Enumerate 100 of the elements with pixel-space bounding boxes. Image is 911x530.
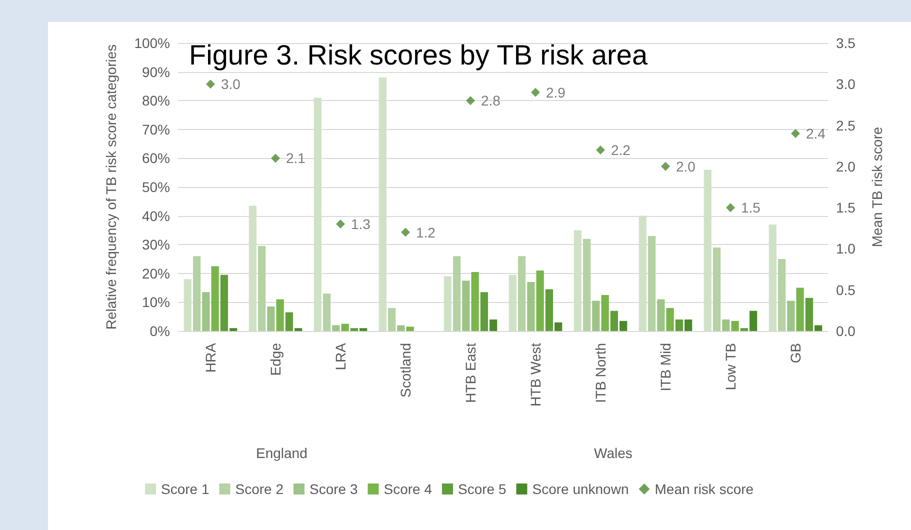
y-tick-label: 0%	[150, 323, 170, 339]
bar	[638, 216, 646, 331]
text: Wales	[594, 445, 632, 461]
bar	[574, 230, 582, 331]
point	[791, 129, 800, 138]
bar	[184, 279, 192, 331]
bar	[248, 206, 256, 331]
bar	[601, 295, 609, 331]
bar	[787, 300, 795, 331]
data-label: 2.1	[286, 150, 306, 166]
bar	[406, 326, 414, 331]
bar	[508, 274, 516, 331]
bar	[294, 328, 302, 331]
bar	[378, 78, 386, 331]
chart-title: Figure 3. Risk scores by TB risk area	[189, 40, 648, 70]
bar	[536, 270, 544, 331]
bar	[341, 324, 349, 331]
y-tick-label: 20%	[142, 265, 170, 282]
bar	[545, 289, 554, 331]
point	[271, 154, 280, 163]
bar	[220, 274, 228, 331]
legend-label: Score 5	[458, 481, 506, 497]
bar	[796, 288, 804, 331]
y-tick-label: 80%	[142, 92, 170, 109]
y2-tick-label: 1.0	[836, 240, 856, 257]
bar	[211, 266, 219, 331]
y-tick-label: 40%	[142, 208, 170, 224]
bar	[675, 319, 684, 331]
x-tick-label: Scotland	[398, 343, 414, 398]
bar	[332, 325, 340, 331]
x-tick-label: HTB West	[528, 342, 544, 407]
bar	[388, 308, 396, 331]
data-label: 2.0	[676, 158, 696, 174]
bar	[462, 280, 470, 331]
data-label: 2.2	[611, 142, 631, 158]
bar	[750, 310, 758, 331]
y-tick-label: 30%	[142, 236, 170, 253]
y2-tick-label: 2.0	[836, 158, 856, 174]
bar	[814, 325, 822, 331]
data-label: 2.9	[546, 84, 566, 100]
bar	[666, 308, 674, 331]
point	[531, 88, 540, 97]
point	[206, 80, 215, 89]
x-tick-label: ITB Mid	[658, 343, 674, 392]
bar	[285, 312, 294, 331]
y2-tick-label: 0.0	[836, 323, 856, 339]
bar	[805, 298, 814, 331]
legend-label: Score unknown	[532, 481, 629, 497]
bar	[768, 224, 776, 331]
data-label: 1.3	[351, 216, 371, 232]
bar	[648, 236, 656, 331]
y-tick-label: 50%	[142, 179, 170, 195]
bar	[518, 256, 526, 331]
x-tick-label: ITB North	[592, 343, 608, 403]
data-label: 3.0	[221, 76, 241, 92]
bar	[527, 282, 535, 331]
point	[661, 162, 670, 171]
bar	[610, 310, 618, 331]
bar	[704, 170, 712, 331]
point	[401, 228, 410, 237]
bar	[740, 328, 748, 331]
x-tick-label: LRA	[332, 342, 348, 370]
x-tick-label: HTB East	[462, 342, 478, 403]
bar	[314, 98, 322, 331]
y-tick-label: 100%	[134, 35, 170, 51]
bar	[202, 292, 210, 331]
x-tick-label: Low TB	[722, 343, 738, 390]
bar	[444, 276, 452, 331]
bar	[712, 247, 721, 331]
bar	[490, 319, 498, 331]
bar	[397, 325, 405, 331]
y-tick-label: 10%	[142, 294, 170, 310]
data-label: 2.8	[481, 92, 501, 109]
bar	[452, 256, 461, 331]
text: England	[256, 445, 308, 461]
legend-label: Score 3	[309, 481, 358, 497]
x-tick-label: GB	[788, 343, 804, 364]
legend-label: Mean risk score	[654, 481, 754, 497]
point	[596, 145, 605, 154]
bar	[684, 319, 692, 331]
x-tick-label: HRA	[202, 342, 218, 373]
y2-axis-title: Mean TB risk score	[869, 126, 885, 248]
bar	[276, 299, 284, 331]
bar	[350, 328, 358, 331]
y-tick-label: 90%	[142, 64, 170, 80]
bar	[657, 299, 665, 331]
bar	[620, 320, 628, 331]
bar	[322, 294, 331, 331]
y2-tick-label: 3.5	[836, 35, 856, 51]
x-tick-label: Edge	[268, 342, 284, 376]
data-label: 2.4	[806, 126, 826, 142]
bar	[722, 319, 730, 331]
bar	[360, 328, 368, 331]
legend-label: Score 2	[235, 481, 284, 497]
bar	[731, 320, 739, 331]
y2-tick-label: 1.5	[836, 200, 856, 216]
bar	[258, 246, 266, 331]
data-label: 1.2	[416, 224, 436, 240]
bar	[480, 292, 488, 331]
legend-label: Score 4	[384, 481, 432, 497]
